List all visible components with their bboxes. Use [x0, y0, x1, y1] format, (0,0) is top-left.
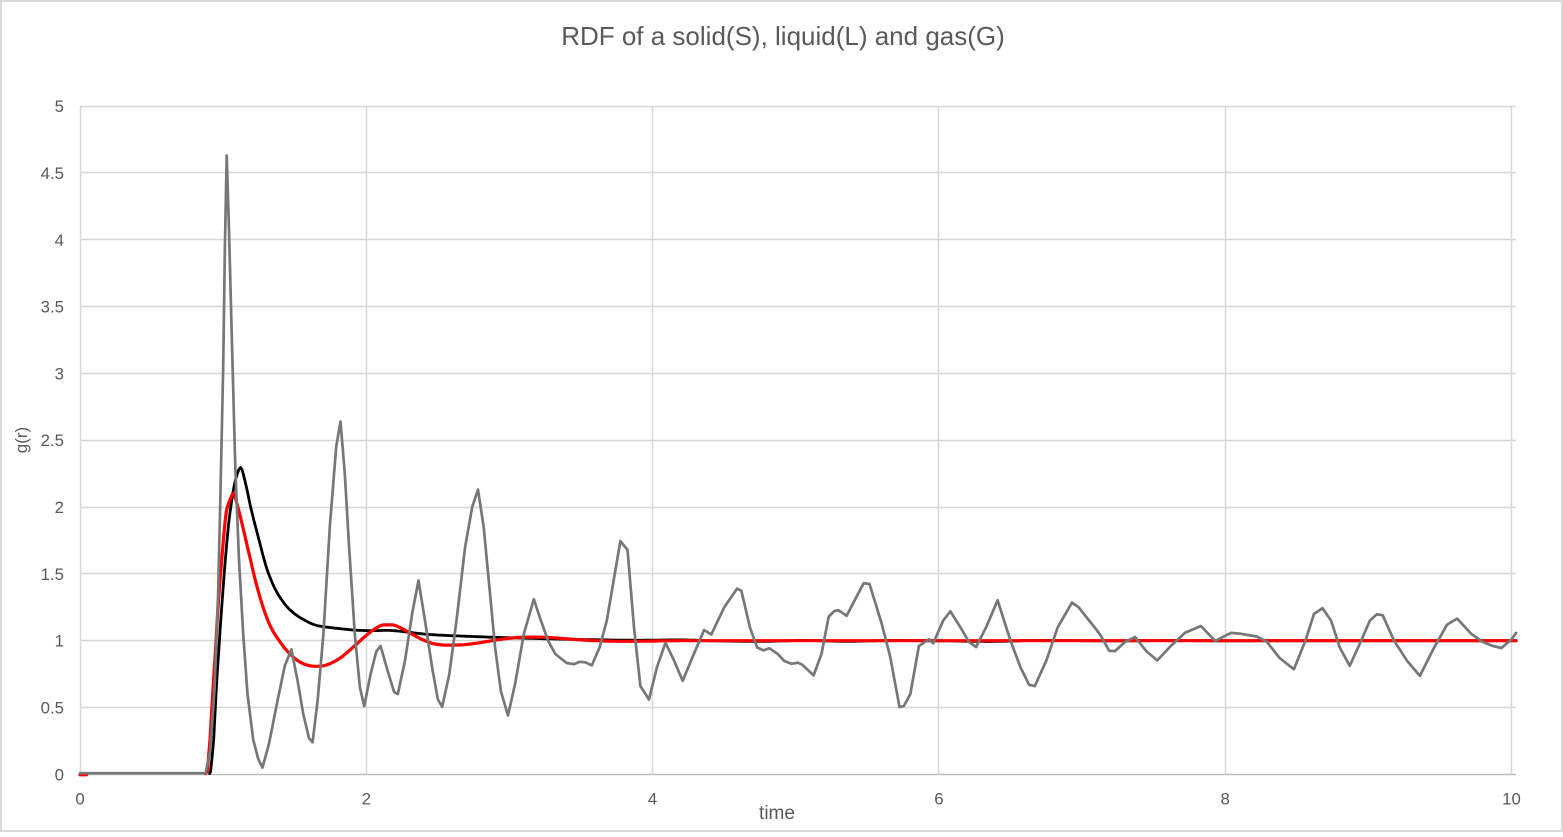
svg-text:5: 5: [55, 97, 64, 116]
svg-text:1: 1: [55, 632, 64, 651]
svg-text:RDF of a solid(S), liquid(L) a: RDF of a solid(S), liquid(L) and gas(G): [561, 21, 1005, 51]
svg-text:0: 0: [75, 790, 84, 809]
svg-text:3: 3: [55, 364, 64, 383]
svg-text:2: 2: [55, 498, 64, 517]
svg-text:1.5: 1.5: [41, 565, 64, 584]
svg-text:3.5: 3.5: [41, 298, 64, 317]
svg-text:2.5: 2.5: [41, 431, 64, 450]
svg-text:4: 4: [55, 231, 64, 250]
svg-text:8: 8: [1221, 790, 1230, 809]
svg-text:6: 6: [934, 790, 943, 809]
svg-text:time: time: [759, 803, 795, 824]
svg-text:10: 10: [1502, 790, 1521, 809]
svg-text:4: 4: [648, 790, 657, 809]
svg-text:g(r): g(r): [12, 427, 31, 453]
svg-text:4.5: 4.5: [41, 164, 64, 183]
svg-text:0.5: 0.5: [41, 699, 64, 718]
svg-text:2: 2: [362, 790, 371, 809]
svg-text:0: 0: [55, 765, 64, 784]
